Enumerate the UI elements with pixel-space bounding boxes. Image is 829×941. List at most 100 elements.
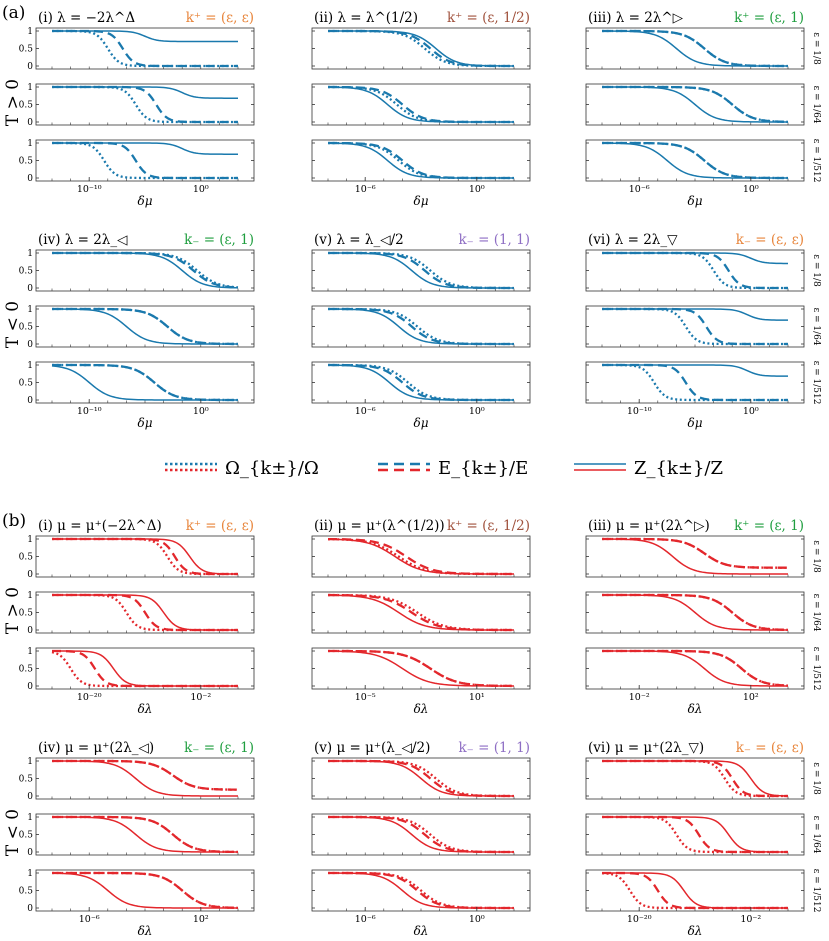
x-axis-label: δμ: [413, 416, 428, 430]
subplot: 0 0.5 1 10⁻¹⁰ 10⁰ δμ: [19, 139, 255, 208]
x-tick-label: 10⁰: [469, 406, 485, 417]
subplot-frame: [585, 139, 805, 182]
panel-k-label: k⁺ = (ε, ε): [186, 10, 254, 26]
curve-dashed: [602, 759, 788, 798]
curve-dotted: [602, 815, 788, 854]
x-axis-label: δμ: [687, 416, 702, 430]
panel: (vi) λ = 2λ_▽ k₋ = (ε, ε) ε = 1/8 ε = 1/64 ε…: [585, 232, 821, 430]
curve-dashed: [52, 815, 239, 854]
panel: (iv) λ = 2λ_◁ k₋ = (ε, 1)00.5100.5100.511…: [19, 232, 255, 430]
curve-dotted: [327, 141, 514, 180]
subplot: ε = 1/8: [585, 249, 821, 292]
curve-solid: [52, 86, 238, 99]
subplot: 0 0.5 1 10⁻²⁰ 10⁻² δλ: [19, 647, 255, 716]
curve-solid: [327, 308, 514, 345]
row-group-ylabel: T < 0: [3, 809, 23, 856]
curve-dotted: [51, 651, 238, 688]
curve-solid: [327, 538, 515, 575]
x-tick-label: 10⁻⁶: [79, 914, 100, 925]
curve-solid: [327, 142, 514, 179]
y-tick-label: 1: [27, 813, 33, 823]
curve-dashed: [602, 141, 788, 180]
section-a: (a)T > 0(i) λ = −2λ^Δ k⁺ = (ε, ε)00.5100.…: [2, 3, 821, 430]
legend-label: Ω_{k±}/Ω: [225, 458, 319, 479]
panel-title: (ii) μ = μ⁺(λ^(1/2)): [314, 518, 445, 534]
y-tick-label: 1: [27, 305, 33, 315]
curve-solid: [328, 816, 514, 853]
y-tick-label: 1: [27, 591, 33, 601]
subplot: ε = 1/512 10⁻²⁰ 10⁻² δλ: [585, 869, 821, 938]
panel-k-label: k₋ = (ε, ε): [736, 232, 804, 248]
subplot-frame: [585, 757, 805, 800]
curve-solid: [602, 872, 788, 909]
curve-dotted: [52, 363, 238, 402]
curve-solid: [327, 594, 514, 631]
curve-solid: [602, 252, 789, 265]
subplot: 00.51: [19, 27, 255, 72]
y-tick-label: 1: [27, 757, 33, 767]
legend: Ω_{k±}/Ω E_{k±}/E Z_{k±}/Z: [165, 458, 723, 479]
curve-dashed: [328, 363, 514, 402]
subplot: ε = 1/64: [585, 813, 821, 856]
x-tick-label: 10⁻¹⁰: [77, 406, 102, 417]
y-tick-label: 0.5: [19, 609, 34, 619]
subplot-frame: [35, 27, 255, 70]
x-tick-label: 10⁻²: [190, 692, 211, 703]
curve-solid: [602, 650, 788, 687]
x-tick-label: 10⁰: [469, 184, 485, 195]
panel-k-label: k⁺ = (ε, ε): [186, 518, 254, 534]
x-tick-label: 10⁻⁶: [355, 406, 376, 417]
y-tick-label: 0.5: [19, 887, 34, 897]
curve-solid: [327, 86, 514, 123]
curve-dotted: [328, 759, 514, 798]
subplot: [311, 249, 531, 292]
x-axis-label: δλ: [414, 924, 429, 938]
panel: (v) λ = λ_◁/2 k₋ = (1, 1) 10⁻⁶ 10⁰ δμ: [311, 232, 531, 430]
curve-solid: [51, 872, 238, 909]
subplot: ε = 1/64: [585, 83, 821, 126]
curve-solid: [52, 816, 238, 853]
epsilon-label: ε = 1/512: [811, 869, 821, 913]
epsilon-label: ε = 1/64: [811, 85, 821, 123]
curve-dashed: [51, 649, 238, 688]
section-b: (b)T > 0(i) μ = μ⁺(−2λ^Δ) k⁺ = (ε, ε)00.5…: [2, 511, 821, 938]
curve-dashed: [52, 141, 238, 180]
curve-dotted: [602, 759, 788, 798]
curve-dotted: [52, 85, 238, 124]
y-tick-label: 1: [27, 535, 33, 545]
x-tick-label: 10⁻²⁰: [77, 692, 102, 703]
curve-dotted: [601, 872, 788, 910]
curve-dashed: [52, 363, 238, 402]
curve-dashed: [52, 593, 238, 632]
row-group-ylabel: T < 0: [3, 301, 23, 348]
curve-solid: [327, 364, 514, 401]
curve-dotted: [327, 85, 514, 124]
curve-dashed: [52, 871, 239, 909]
subplot-frame: [585, 813, 805, 856]
x-axis-label: δλ: [414, 702, 429, 716]
y-tick-label: 0.5: [19, 157, 34, 167]
panel-k-label: k₋ = (ε, 1): [184, 740, 254, 756]
x-axis-label: δλ: [138, 702, 153, 716]
subplot-frame: [35, 535, 255, 578]
x-tick-label: 10²: [193, 914, 209, 925]
subplot: 0 0.5 1 10⁻¹⁰ 10⁰ δμ: [19, 361, 255, 430]
y-tick-label: 0.5: [19, 101, 34, 111]
curve-dashed: [328, 29, 514, 68]
epsilon-label: ε = 1/8: [811, 32, 821, 65]
y-tick-label: 1: [27, 249, 33, 259]
legend-label: E_{k±}/E: [438, 458, 528, 479]
curve-dotted: [327, 538, 514, 576]
subplot-frame: [311, 249, 531, 292]
y-tick-label: 0.5: [19, 775, 34, 785]
curve-solid: [602, 816, 788, 853]
panel-k-label: k₋ = (ε, ε): [736, 740, 804, 756]
curve-dotted: [52, 307, 239, 346]
row-group-0: T > 0(i) λ = −2λ^Δ k⁺ = (ε, ε)00.5100.510…: [3, 10, 821, 208]
section-tag: (a): [2, 3, 25, 23]
curve-dotted: [52, 871, 239, 909]
x-axis-label: δμ: [687, 194, 702, 208]
panel-title: (vi) μ = μ⁺(2λ_▽): [588, 740, 704, 756]
y-tick-label: 1: [27, 647, 33, 657]
epsilon-label: ε = 1/8: [811, 254, 821, 287]
